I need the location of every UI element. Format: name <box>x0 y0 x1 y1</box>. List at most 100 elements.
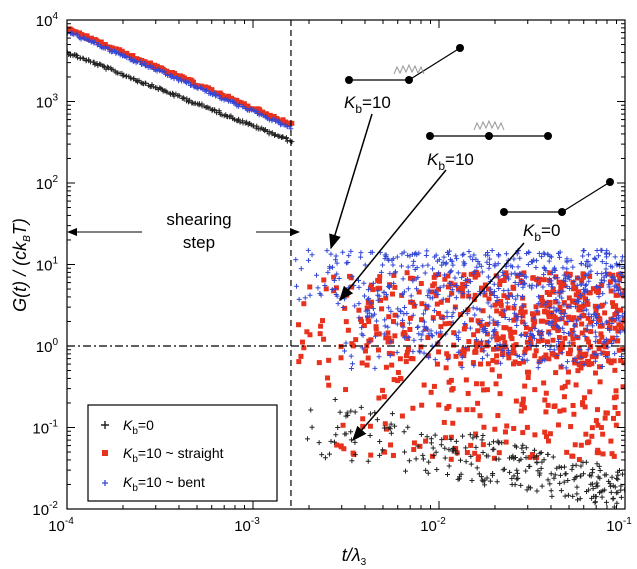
data-point <box>558 310 564 316</box>
kb-subscript: b <box>438 159 445 173</box>
data-point <box>81 35 87 41</box>
data-point <box>496 274 502 280</box>
data-point <box>592 358 598 364</box>
data-point <box>436 257 442 263</box>
data-point <box>579 278 585 284</box>
data-point <box>554 325 560 331</box>
data-point <box>512 302 518 308</box>
data-point <box>511 473 517 479</box>
data-point <box>345 327 351 333</box>
data-point <box>367 339 373 345</box>
data-point <box>592 354 598 360</box>
data-point <box>468 279 474 285</box>
data-point <box>447 320 453 326</box>
data-point <box>395 369 401 375</box>
data-point <box>465 278 471 284</box>
data-point <box>539 254 545 260</box>
data-point <box>104 64 110 70</box>
data-point <box>323 286 329 292</box>
data-point <box>501 325 507 331</box>
data-point <box>449 387 455 393</box>
data-point <box>582 404 588 410</box>
data-point <box>494 359 500 365</box>
data-point <box>423 438 429 444</box>
data-point <box>525 374 531 380</box>
data-point <box>609 451 615 457</box>
data-point <box>502 342 508 348</box>
data-point <box>414 265 420 271</box>
data-point <box>541 380 547 386</box>
data-point <box>365 307 371 313</box>
data-point <box>518 456 524 462</box>
data-point <box>528 341 534 347</box>
x-tick-label: 10-2 <box>420 516 446 535</box>
data-point <box>592 329 598 335</box>
data-point <box>495 438 501 444</box>
data-point <box>593 370 599 376</box>
data-point <box>91 40 97 46</box>
data-point <box>600 451 606 457</box>
data-point <box>603 260 609 266</box>
kb-annotation-bent: Kb=10 <box>329 44 464 250</box>
data-point <box>559 350 565 356</box>
data-point <box>491 281 497 287</box>
data-point <box>608 288 614 294</box>
svg-text:Kb=0: Kb=0 <box>523 221 560 244</box>
data-point <box>523 468 529 474</box>
data-point <box>390 319 396 325</box>
data-point <box>580 459 586 465</box>
data-point <box>540 284 546 290</box>
data-point <box>577 349 583 355</box>
data-point <box>400 331 406 337</box>
data-point <box>361 280 367 286</box>
data-point <box>534 488 540 494</box>
data-point <box>593 334 599 340</box>
data-point <box>444 309 450 315</box>
data-point <box>402 304 408 310</box>
data-point <box>157 68 163 74</box>
data-point <box>520 319 526 325</box>
data-point <box>518 309 524 315</box>
data-point <box>150 84 156 90</box>
data-point <box>476 321 482 327</box>
data-point <box>561 479 567 485</box>
data-point <box>418 337 424 343</box>
x-axis: 10-4 10-3 10-2 10-1 <box>48 20 632 535</box>
data-point <box>586 252 592 258</box>
data-point <box>367 433 373 438</box>
data-point <box>407 326 413 332</box>
data-point <box>479 437 485 443</box>
data-point <box>254 123 260 129</box>
data-point <box>603 499 609 505</box>
data-point <box>462 324 468 330</box>
data-point <box>384 426 390 432</box>
data-point <box>558 472 564 478</box>
data-point <box>293 257 299 263</box>
data-point <box>608 316 614 322</box>
data-point <box>564 359 570 365</box>
data-point <box>486 339 492 345</box>
data-point <box>418 432 424 438</box>
data-point <box>572 332 578 338</box>
data-point <box>608 438 614 444</box>
data-point <box>480 433 486 439</box>
data-point <box>531 315 537 321</box>
data-point <box>475 318 481 324</box>
data-point <box>570 453 576 459</box>
data-point <box>424 434 430 440</box>
data-point <box>536 250 542 256</box>
data-point <box>416 289 422 295</box>
data-point <box>516 354 522 360</box>
data-point <box>418 281 424 287</box>
data-point <box>275 117 281 123</box>
data-point <box>380 387 386 393</box>
data-point <box>581 395 587 401</box>
data-point <box>607 325 613 331</box>
data-point <box>444 351 450 357</box>
data-point <box>500 312 506 318</box>
data-point <box>326 357 332 363</box>
data-point <box>608 360 614 366</box>
data-point <box>567 285 573 291</box>
data-point <box>348 353 354 359</box>
data-point <box>435 291 441 297</box>
